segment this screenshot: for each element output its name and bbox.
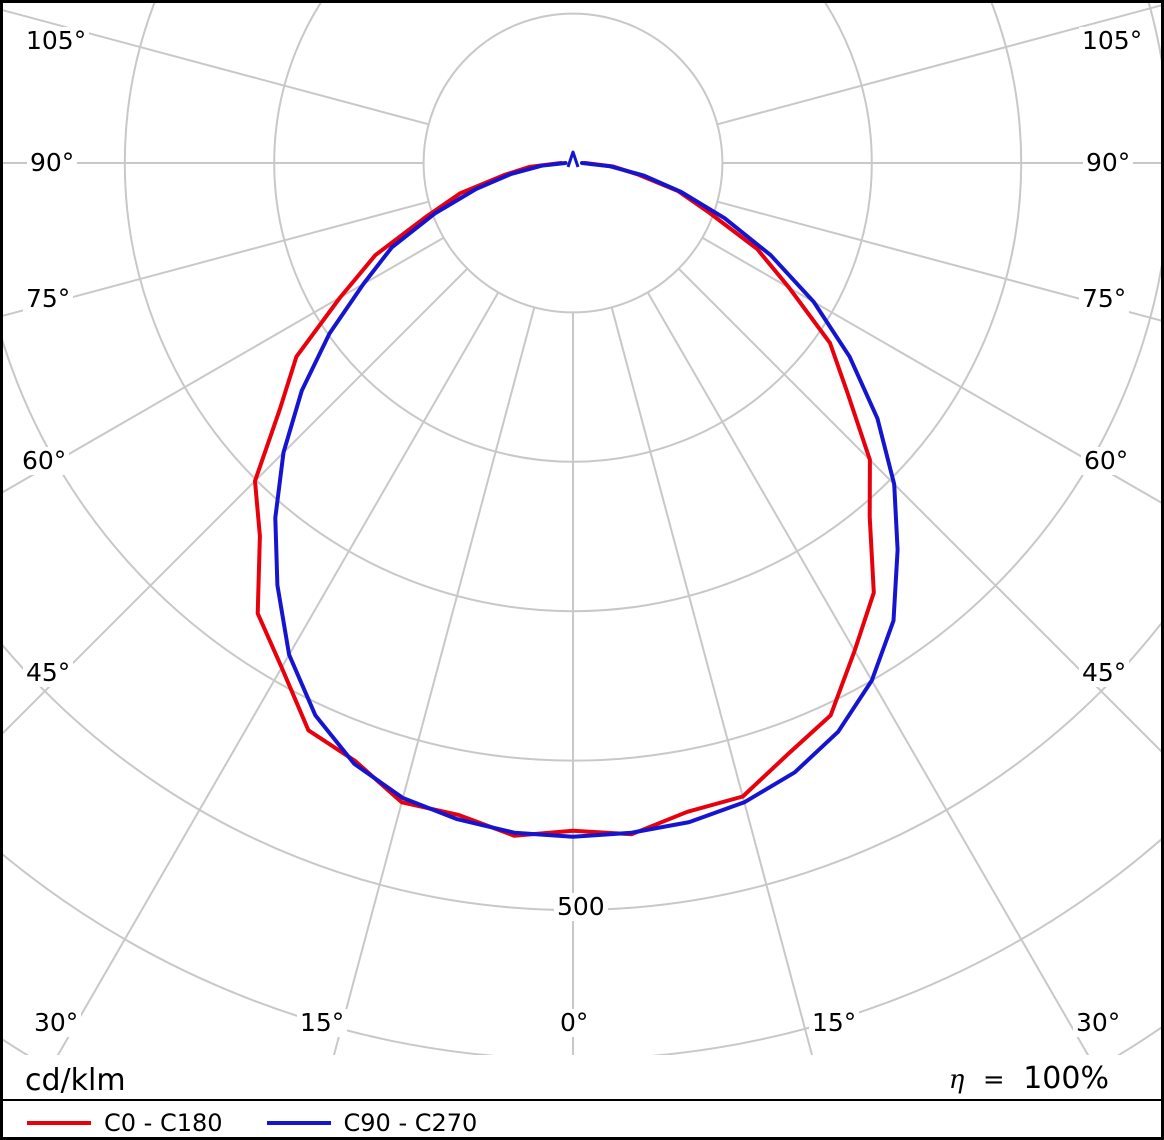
angle-tick-label: 15°	[297, 1009, 348, 1037]
legend-entry: C90 - C270	[266, 1109, 478, 1137]
grid-circle	[3, 3, 1161, 762]
angle-tick-label: 45°	[1079, 659, 1130, 687]
grid-ray	[610, 307, 814, 1055]
divider-line	[3, 1099, 1161, 1101]
grid-ray	[677, 267, 1161, 753]
legend: C0 - C180 C90 - C270	[27, 1109, 521, 1137]
angle-tick-label: 15°	[809, 1009, 860, 1037]
grid-circle	[3, 622, 1161, 911]
curve-C90-C270	[273, 161, 900, 839]
grid-ray	[3, 236, 445, 494]
eta-symbol: η	[948, 1065, 965, 1095]
angle-tick-label: 60°	[1081, 447, 1132, 475]
angle-tick-label: 60°	[19, 447, 70, 475]
angle-tick-label: 30°	[31, 1009, 82, 1037]
grid-ray	[3, 267, 469, 735]
polar-chart-canvas	[3, 3, 1161, 1055]
angle-tick-label: 0°	[557, 1009, 592, 1037]
angle-tick-label: 30°	[1073, 1009, 1124, 1037]
curve-C0-C180	[253, 161, 876, 838]
curve-peak-spike	[566, 150, 580, 168]
legend-swatch-line	[27, 1121, 91, 1125]
efficiency-equals: =	[982, 1065, 1005, 1095]
grid-ray	[646, 291, 1090, 1055]
legend-entry: C0 - C180	[27, 1109, 223, 1137]
grid-ray	[3, 200, 429, 317]
angle-tick-label: 45°	[23, 659, 74, 687]
radial-tick-label: 500	[554, 893, 608, 921]
angle-tick-label: 105°	[1079, 27, 1146, 55]
angle-tick-label: 75°	[1079, 285, 1130, 313]
grid-ray	[717, 200, 1161, 322]
grid-ray	[56, 291, 500, 1055]
efficiency-label: η = 100%	[949, 1061, 1109, 1096]
grid-ray	[332, 307, 536, 1055]
legend-swatch-line	[266, 1121, 331, 1125]
grid-ray	[717, 4, 1161, 126]
legend-entry-label: C90 - C270	[343, 1109, 478, 1137]
angle-tick-label: 90°	[1083, 149, 1134, 177]
units-label: cd/klm	[25, 1063, 126, 1098]
angle-tick-label: 75°	[23, 285, 74, 313]
legend-entry-label: C0 - C180	[104, 1109, 223, 1137]
grid-ray	[3, 9, 429, 126]
grid-circle	[422, 12, 724, 314]
angle-tick-label: 105°	[23, 27, 90, 55]
grid-ray	[701, 236, 1161, 504]
efficiency-value: 100%	[1023, 1061, 1109, 1096]
angle-tick-label: 90°	[27, 149, 78, 177]
